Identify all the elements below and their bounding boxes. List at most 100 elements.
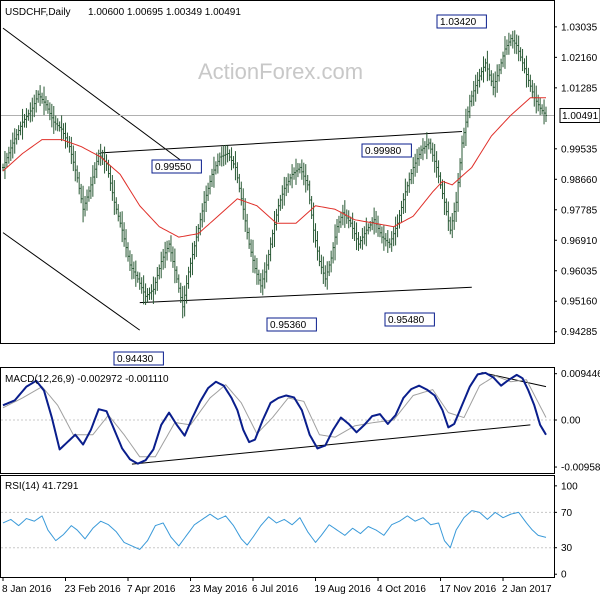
price-bar bbox=[109, 165, 112, 191]
price-bar bbox=[543, 99, 546, 125]
price-bar bbox=[84, 196, 87, 217]
price-bar bbox=[127, 242, 130, 262]
price-trendline bbox=[139, 286, 472, 304]
price-bar bbox=[287, 173, 290, 193]
moving-average-path bbox=[2, 97, 546, 238]
price-bar bbox=[500, 58, 503, 75]
price-bar bbox=[388, 238, 391, 249]
rsi-y-tick-label: 70 bbox=[561, 508, 573, 519]
price-bar bbox=[58, 121, 61, 132]
price-bar bbox=[505, 39, 508, 55]
price-bar bbox=[328, 260, 331, 277]
price-bar bbox=[336, 219, 338, 245]
price-bar bbox=[236, 162, 239, 184]
price-y-tick-label: 0.95160 bbox=[561, 297, 598, 308]
price-bar bbox=[177, 274, 180, 293]
price-bar bbox=[363, 226, 366, 245]
price-bar bbox=[310, 196, 313, 220]
price-bar bbox=[390, 231, 393, 252]
price-bar bbox=[50, 103, 53, 128]
price-bar bbox=[515, 34, 518, 55]
price-bar bbox=[23, 113, 26, 128]
price-level-label: 0.99550 bbox=[151, 159, 202, 174]
price-bar bbox=[99, 143, 102, 166]
price-bar bbox=[144, 283, 147, 305]
x-tick-label: 8 Jan 2016 bbox=[2, 584, 52, 595]
price-bar bbox=[357, 232, 360, 251]
rsi-y-tick-label: 100 bbox=[561, 481, 578, 492]
price-bar bbox=[402, 193, 405, 215]
price-bar bbox=[183, 285, 186, 317]
price-bar bbox=[322, 256, 325, 284]
price-level-text: 0.95360 bbox=[270, 320, 307, 331]
price-bar bbox=[119, 211, 122, 228]
price-bar bbox=[263, 262, 266, 289]
price-bar bbox=[382, 225, 385, 251]
x-tick-label: 4 Oct 2016 bbox=[377, 584, 426, 595]
price-bar bbox=[48, 102, 51, 121]
price-bar bbox=[255, 257, 258, 285]
price-bar bbox=[54, 115, 57, 131]
price-bar bbox=[72, 145, 75, 172]
price-bar bbox=[337, 215, 340, 233]
price-level-label: 0.94430 bbox=[113, 351, 164, 366]
price-bar bbox=[537, 94, 540, 112]
price-bar bbox=[373, 207, 376, 235]
price-bar bbox=[44, 96, 47, 111]
price-bar bbox=[437, 160, 440, 184]
price-bar bbox=[347, 210, 350, 229]
price-bar bbox=[398, 209, 401, 229]
price-bar bbox=[525, 55, 528, 88]
price-bar bbox=[185, 275, 188, 304]
x-axis: 8 Jan 2016 23 Feb 2016 7 Apr 2016 23 May 20… bbox=[2, 577, 552, 595]
price-bar bbox=[142, 275, 145, 305]
price-bar bbox=[314, 223, 317, 248]
price-bar bbox=[218, 152, 221, 166]
price-bar bbox=[7, 146, 10, 164]
price-bar bbox=[130, 254, 133, 280]
price-bar bbox=[148, 287, 151, 300]
price-bar bbox=[82, 185, 85, 223]
price-bar bbox=[316, 231, 319, 261]
price-trendline bbox=[100, 131, 463, 154]
price-bar bbox=[472, 80, 475, 106]
rsi-panel-frame bbox=[0, 475, 555, 578]
price-bar bbox=[171, 246, 174, 268]
price-level-label: 1.03420 bbox=[436, 14, 487, 29]
price-bar bbox=[234, 151, 237, 181]
price-bar bbox=[423, 141, 426, 154]
price-bar bbox=[29, 102, 32, 123]
macd-title: MACD(12,26,9) -0.002972 -0.001110 bbox=[5, 374, 169, 385]
price-bar bbox=[443, 180, 446, 215]
price-bar bbox=[439, 172, 442, 189]
price-bar bbox=[37, 90, 40, 103]
price-bar bbox=[212, 156, 215, 188]
price-bar bbox=[351, 212, 354, 239]
price-bar bbox=[168, 240, 171, 253]
price-bar bbox=[281, 185, 284, 209]
price-bar bbox=[359, 236, 362, 249]
price-bar bbox=[474, 74, 477, 102]
price-bar bbox=[187, 266, 190, 289]
price-bar bbox=[429, 138, 432, 154]
price-level-text: 1.03420 bbox=[440, 17, 477, 28]
price-bar bbox=[62, 123, 65, 140]
price-bar bbox=[13, 128, 16, 154]
price-bar bbox=[502, 51, 505, 68]
price-bar bbox=[117, 204, 120, 222]
rsi-levels bbox=[1, 511, 554, 549]
price-bar bbox=[410, 169, 413, 185]
price-bar bbox=[523, 58, 526, 74]
price-bar bbox=[125, 229, 128, 258]
price-bar bbox=[455, 191, 458, 222]
macd-signal-line bbox=[2, 375, 547, 458]
macd-trendline bbox=[481, 371, 547, 388]
price-bar bbox=[291, 164, 294, 189]
price-bar bbox=[478, 68, 481, 88]
price-bar bbox=[5, 152, 8, 168]
price-bar bbox=[66, 132, 69, 148]
price-bar bbox=[226, 145, 229, 163]
price-bar bbox=[11, 132, 14, 159]
price-bar bbox=[209, 175, 212, 195]
price-bar bbox=[326, 261, 329, 290]
